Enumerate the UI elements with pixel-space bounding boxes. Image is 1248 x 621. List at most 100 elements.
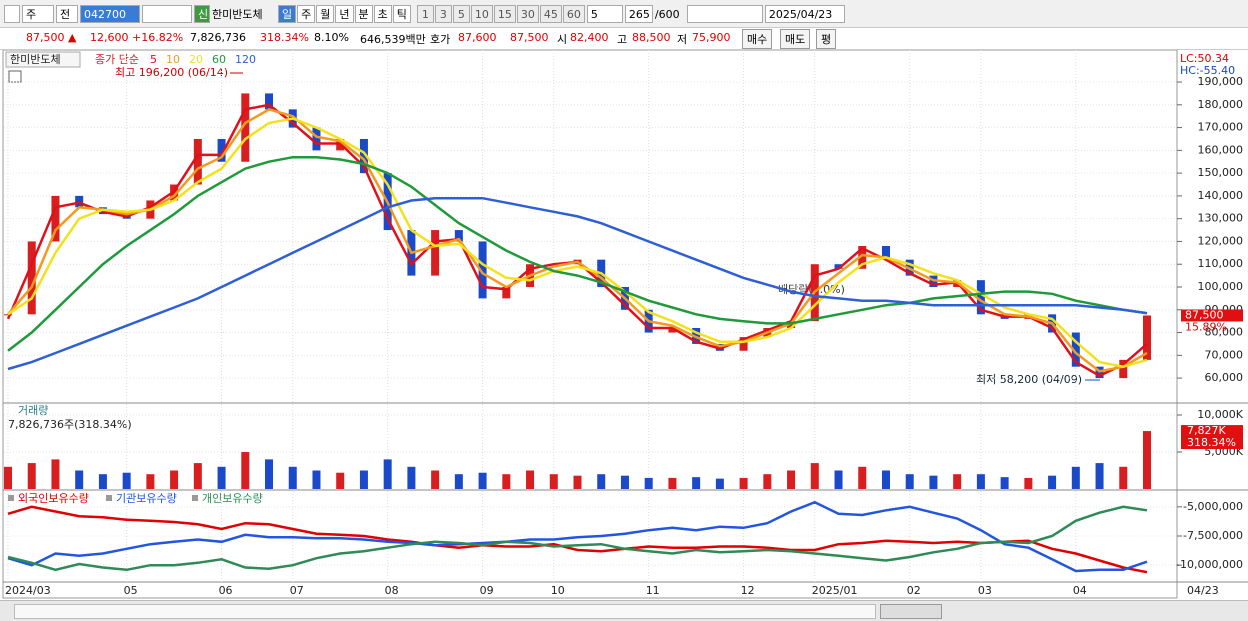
volume-bar bbox=[620, 475, 629, 489]
volume-bar bbox=[359, 470, 368, 489]
candle bbox=[51, 195, 60, 242]
price: 87,500 ▲ bbox=[26, 31, 77, 44]
toolbar-button[interactable]: 5 bbox=[452, 5, 470, 23]
toolbar-button[interactable]: 틱 bbox=[392, 5, 411, 23]
prev-button[interactable]: 전 bbox=[56, 5, 78, 23]
volume-bar bbox=[763, 474, 772, 489]
volume-bar bbox=[905, 474, 914, 489]
y-tick-label: 160,000 bbox=[1198, 143, 1244, 156]
volume-bar bbox=[810, 463, 819, 489]
price-box bbox=[1181, 309, 1243, 322]
volume-bar bbox=[929, 475, 938, 489]
volume-bar bbox=[739, 477, 748, 489]
candle bbox=[834, 264, 843, 269]
legend-swatch bbox=[106, 495, 112, 501]
scroll-track[interactable] bbox=[14, 604, 876, 619]
candle bbox=[858, 246, 867, 269]
toolbar-button[interactable]: 60 bbox=[562, 5, 585, 23]
scroll-buttons[interactable] bbox=[880, 604, 942, 619]
series-line bbox=[7, 155, 1148, 352]
legend-entry: 120 bbox=[235, 53, 256, 66]
x-tick-label: 06 bbox=[219, 584, 233, 597]
volume-bar bbox=[478, 472, 487, 489]
candle bbox=[1071, 332, 1080, 367]
table-icon bbox=[8, 70, 22, 83]
x-tick-label: 03 bbox=[978, 584, 992, 597]
count-select[interactable]: 5 bbox=[586, 5, 623, 23]
high-label: 고 bbox=[617, 33, 628, 46]
candle bbox=[359, 138, 368, 174]
series-line bbox=[7, 196, 1148, 371]
candle bbox=[1119, 359, 1128, 379]
volume-bar bbox=[692, 477, 701, 489]
candle bbox=[668, 327, 677, 333]
candle bbox=[1143, 315, 1151, 360]
icon[interactable] bbox=[4, 5, 20, 23]
volume-bar bbox=[454, 474, 463, 489]
x-tick-label: 2024/03 bbox=[5, 584, 51, 597]
code-input[interactable]: 042700 bbox=[80, 5, 140, 23]
price-label: 87,500 bbox=[1185, 308, 1224, 321]
volume-bar bbox=[241, 451, 250, 489]
volume-bar bbox=[526, 470, 535, 489]
candle bbox=[265, 93, 274, 110]
candle bbox=[454, 230, 463, 242]
volume-bar bbox=[217, 466, 226, 489]
sell-button[interactable]: 매도 bbox=[780, 29, 811, 49]
volume-bar bbox=[407, 466, 416, 489]
candle bbox=[976, 280, 985, 315]
ask: 87,600 bbox=[458, 31, 497, 44]
candle bbox=[193, 138, 202, 185]
candle bbox=[4, 314, 12, 316]
buy-button[interactable]: 매수 bbox=[742, 29, 773, 49]
new-badge[interactable]: 신 bbox=[194, 5, 210, 23]
volume-bar bbox=[146, 474, 155, 489]
toolbar-button[interactable]: 월 bbox=[316, 5, 335, 23]
toolbar-button[interactable]: 15 bbox=[493, 5, 516, 23]
change: 12,600 bbox=[90, 31, 129, 44]
avg-button[interactable]: 평 bbox=[816, 29, 837, 49]
change-rate: +16.82% bbox=[132, 31, 184, 44]
y-tick-label: 130,000 bbox=[1198, 212, 1244, 225]
toolbar-button[interactable]: 45 bbox=[539, 5, 562, 23]
volume-bar bbox=[549, 474, 558, 489]
volume-bar bbox=[858, 466, 867, 489]
toolbar-button[interactable]: 초 bbox=[373, 5, 392, 23]
toolbar-button[interactable]: 분 bbox=[354, 5, 373, 23]
tool-icons[interactable] bbox=[686, 5, 763, 23]
volume-bar bbox=[1024, 477, 1033, 489]
volume-bar bbox=[312, 470, 321, 489]
legend-entry: 20 bbox=[189, 53, 203, 66]
open: 82,400 bbox=[570, 31, 609, 44]
candle bbox=[241, 93, 250, 162]
toolbar-button[interactable]: 30 bbox=[516, 5, 539, 23]
toolbar-button[interactable]: 주 bbox=[297, 5, 316, 23]
series-line bbox=[7, 108, 1148, 373]
x-tick-label: 11 bbox=[646, 584, 660, 597]
volume-bar bbox=[336, 472, 345, 489]
search-icons[interactable] bbox=[142, 5, 192, 23]
toolbar-button[interactable]: 년 bbox=[335, 5, 354, 23]
toolbar-button[interactable]: 일 bbox=[278, 5, 297, 23]
low-label: 저 bbox=[677, 33, 688, 46]
toolbar-button[interactable]: 1 bbox=[416, 5, 434, 23]
candle bbox=[739, 337, 748, 351]
date-input[interactable]: 2025/04/23 bbox=[764, 5, 845, 23]
y-tick-label: -10,000,000 bbox=[1176, 558, 1243, 571]
x-tick-label: 04 bbox=[1073, 584, 1087, 597]
candle bbox=[431, 230, 440, 276]
volume-bar bbox=[1071, 466, 1080, 489]
period-tab[interactable]: 주 bbox=[22, 5, 54, 23]
toolbar-button[interactable]: 10 bbox=[470, 5, 493, 23]
bar-count[interactable]: 265 bbox=[624, 5, 653, 23]
quote-label: 호가 bbox=[430, 33, 451, 46]
change-label: 15.89% bbox=[1185, 320, 1227, 333]
low-note: 최저 58,200 (04/09) bbox=[976, 373, 1082, 386]
toolbar-button[interactable]: 3 bbox=[434, 5, 452, 23]
scrollbar[interactable] bbox=[0, 600, 1248, 621]
x-tick-label: 05 bbox=[124, 584, 138, 597]
volume-bar bbox=[98, 474, 107, 489]
y-tick-label: 180,000 bbox=[1198, 98, 1244, 111]
